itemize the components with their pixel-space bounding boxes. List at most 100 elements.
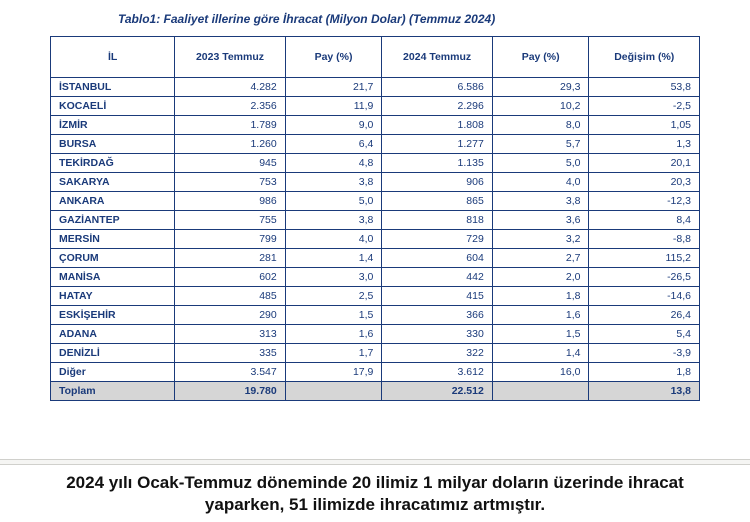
cell-il: İZMİR xyxy=(51,116,175,135)
col-change: Değişim (%) xyxy=(589,37,700,78)
cell-value: 485 xyxy=(175,287,285,306)
cell-value: 115,2 xyxy=(589,249,700,268)
cell-value: 1,8 xyxy=(589,363,700,382)
cell-value: 1.789 xyxy=(175,116,285,135)
cell-value: 1.808 xyxy=(382,116,492,135)
cell-value: 604 xyxy=(382,249,492,268)
cell-value: 29,3 xyxy=(492,78,589,97)
cell-value: 3.612 xyxy=(382,363,492,382)
col-pay-2024: Pay (%) xyxy=(492,37,589,78)
cell-value: 602 xyxy=(175,268,285,287)
cell-value: 1,3 xyxy=(589,135,700,154)
cell-value: 313 xyxy=(175,325,285,344)
cell-il: MANİSA xyxy=(51,268,175,287)
cell-value: 1.135 xyxy=(382,154,492,173)
cell-value: -3,9 xyxy=(589,344,700,363)
cell-value: 3,8 xyxy=(285,211,382,230)
cell-value: 865 xyxy=(382,192,492,211)
cell-value: 3,2 xyxy=(492,230,589,249)
cell-value: 21,7 xyxy=(285,78,382,97)
cell-value: 2,0 xyxy=(492,268,589,287)
table-row: HATAY4852,54151,8-14,6 xyxy=(51,287,700,306)
cell-il: TEKİRDAĞ xyxy=(51,154,175,173)
table-wrapper: İL 2023 Temmuz Pay (%) 2024 Temmuz Pay (… xyxy=(40,36,710,401)
cell-value: 1,5 xyxy=(285,306,382,325)
cell-value: 22.512 xyxy=(382,382,492,401)
cell-value: 2,5 xyxy=(285,287,382,306)
table-row: ADANA3131,63301,55,4 xyxy=(51,325,700,344)
footer-text: 2024 yılı Ocak-Temmuz döneminde 20 ilimi… xyxy=(30,472,720,515)
cell-il: HATAY xyxy=(51,287,175,306)
cell-value: 6,4 xyxy=(285,135,382,154)
cell-value: 9,0 xyxy=(285,116,382,135)
table-row: TEKİRDAĞ9454,81.1355,020,1 xyxy=(51,154,700,173)
cell-value: 799 xyxy=(175,230,285,249)
cell-il: SAKARYA xyxy=(51,173,175,192)
cell-value: 753 xyxy=(175,173,285,192)
cell-value: 5,0 xyxy=(285,192,382,211)
cell-value: 4,8 xyxy=(285,154,382,173)
cell-value: 330 xyxy=(382,325,492,344)
cell-value: 1.260 xyxy=(175,135,285,154)
cell-value: 3,6 xyxy=(492,211,589,230)
total-row: Toplam19.780 22.512 13,8 xyxy=(51,382,700,401)
cell-value: 442 xyxy=(382,268,492,287)
cell-value: 335 xyxy=(175,344,285,363)
cell-il: Diğer xyxy=(51,363,175,382)
table-row: GAZİANTEP7553,88183,68,4 xyxy=(51,211,700,230)
table-row: Diğer3.54717,93.61216,01,8 xyxy=(51,363,700,382)
footer-caption: 2024 yılı Ocak-Temmuz döneminde 20 ilimi… xyxy=(0,464,750,522)
cell-value: 906 xyxy=(382,173,492,192)
table-head: İL 2023 Temmuz Pay (%) 2024 Temmuz Pay (… xyxy=(51,37,700,78)
cell-value: 53,8 xyxy=(589,78,700,97)
cell-value xyxy=(285,382,382,401)
table-row: SAKARYA7533,89064,020,3 xyxy=(51,173,700,192)
cell-il: ANKARA xyxy=(51,192,175,211)
cell-value: 322 xyxy=(382,344,492,363)
table-row: KOCAELİ2.35611,92.29610,2-2,5 xyxy=(51,97,700,116)
cell-value: 3,0 xyxy=(285,268,382,287)
cell-value: 16,0 xyxy=(492,363,589,382)
cell-value: -8,8 xyxy=(589,230,700,249)
cell-value: 818 xyxy=(382,211,492,230)
table-row: BURSA1.2606,41.2775,71,3 xyxy=(51,135,700,154)
cell-value: 1,6 xyxy=(285,325,382,344)
cell-value: 20,3 xyxy=(589,173,700,192)
cell-value: 1,4 xyxy=(285,249,382,268)
cell-value: 2,7 xyxy=(492,249,589,268)
cell-value: 1,7 xyxy=(285,344,382,363)
cell-il: İSTANBUL xyxy=(51,78,175,97)
col-2023: 2023 Temmuz xyxy=(175,37,285,78)
cell-value xyxy=(492,382,589,401)
table-row: ANKARA9865,08653,8-12,3 xyxy=(51,192,700,211)
cell-value: -26,5 xyxy=(589,268,700,287)
cell-value: 20,1 xyxy=(589,154,700,173)
table-row: MERSİN7994,07293,2-8,8 xyxy=(51,230,700,249)
cell-value: 5,4 xyxy=(589,325,700,344)
cell-value: -12,3 xyxy=(589,192,700,211)
cell-value: 366 xyxy=(382,306,492,325)
cell-value: 5,0 xyxy=(492,154,589,173)
cell-value: 13,8 xyxy=(589,382,700,401)
cell-value: 415 xyxy=(382,287,492,306)
cell-value: 1,8 xyxy=(492,287,589,306)
cell-value: 2.356 xyxy=(175,97,285,116)
slide-body: Tablo1: Faaliyet illerine göre İhracat (… xyxy=(0,0,750,460)
cell-value: 11,9 xyxy=(285,97,382,116)
table-body: İSTANBUL4.28221,76.58629,353,8KOCAELİ2.3… xyxy=(51,78,700,401)
cell-il: GAZİANTEP xyxy=(51,211,175,230)
table-row: İSTANBUL4.28221,76.58629,353,8 xyxy=(51,78,700,97)
cell-value: 2.296 xyxy=(382,97,492,116)
header-row: İL 2023 Temmuz Pay (%) 2024 Temmuz Pay (… xyxy=(51,37,700,78)
cell-value: 19.780 xyxy=(175,382,285,401)
cell-il: ESKİŞEHİR xyxy=(51,306,175,325)
col-2024: 2024 Temmuz xyxy=(382,37,492,78)
cell-il: Toplam xyxy=(51,382,175,401)
table-title: Tablo1: Faaliyet illerine göre İhracat (… xyxy=(40,12,710,26)
export-table: İL 2023 Temmuz Pay (%) 2024 Temmuz Pay (… xyxy=(50,36,700,401)
cell-value: 3,8 xyxy=(492,192,589,211)
cell-value: 4.282 xyxy=(175,78,285,97)
cell-value: 10,2 xyxy=(492,97,589,116)
cell-il: ADANA xyxy=(51,325,175,344)
cell-value: 8,4 xyxy=(589,211,700,230)
